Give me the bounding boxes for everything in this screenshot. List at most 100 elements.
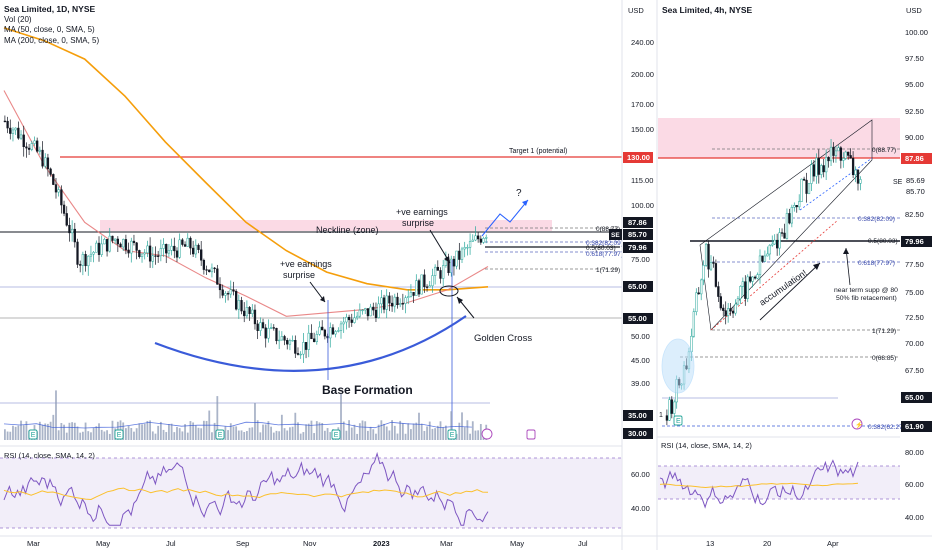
svg-text:2023: 2023 bbox=[373, 539, 390, 548]
candle-body bbox=[783, 232, 786, 239]
volume-bar bbox=[254, 403, 256, 440]
volume-bar bbox=[310, 420, 313, 440]
earnings-marker bbox=[447, 429, 457, 440]
candle-body bbox=[243, 310, 246, 317]
candle-body bbox=[849, 155, 852, 159]
right-price-badges: 87.86 85.69 85.70 79.96 65.00 61.90 bbox=[901, 153, 932, 432]
candle-body bbox=[186, 237, 189, 247]
candle-body bbox=[251, 309, 254, 314]
volume-bar bbox=[418, 412, 420, 440]
right-se: SE bbox=[893, 179, 903, 186]
svg-text:Apr: Apr bbox=[827, 539, 839, 548]
candle-body bbox=[417, 280, 421, 295]
volume-bar bbox=[14, 426, 17, 440]
svg-text:200.00: 200.00 bbox=[631, 70, 654, 79]
candle-body bbox=[224, 293, 227, 296]
candle-body bbox=[200, 249, 203, 261]
candle-body bbox=[229, 289, 232, 295]
candle-body bbox=[256, 323, 259, 331]
fib-levels-right: 0(88.77) 0.382(82.09) 0.5(80.03) 0.618(7… bbox=[662, 147, 905, 431]
volume-bar bbox=[407, 423, 410, 440]
candle-body bbox=[766, 253, 769, 257]
volume-bar bbox=[224, 426, 227, 440]
volume-bar bbox=[213, 422, 216, 440]
volume-bar bbox=[463, 427, 466, 440]
left-price-axis: USD 240.00 200.00 170.00 150.00 115.00 1… bbox=[628, 6, 654, 513]
candle-body bbox=[388, 295, 391, 304]
candle-body bbox=[154, 255, 157, 257]
volume-bar bbox=[353, 424, 356, 440]
volume-bar bbox=[55, 390, 57, 440]
volume-bar bbox=[25, 421, 28, 440]
volume-bar bbox=[135, 428, 138, 440]
candle-body bbox=[460, 248, 464, 260]
candle-body bbox=[261, 322, 265, 329]
candle-body bbox=[825, 157, 828, 173]
svg-text:Sep: Sep bbox=[236, 539, 249, 548]
fib-left-1: 1(71.29) bbox=[596, 267, 620, 274]
candle-body bbox=[468, 241, 472, 248]
candle-body bbox=[140, 253, 144, 257]
volume-bar bbox=[138, 423, 141, 440]
candle-body bbox=[364, 308, 367, 311]
candle-body bbox=[119, 243, 122, 248]
candle-body bbox=[127, 249, 130, 254]
volume-bar bbox=[243, 432, 246, 440]
svg-text:72.50: 72.50 bbox=[905, 313, 924, 322]
badge-55: 55.00 bbox=[628, 314, 647, 323]
volume-bar bbox=[436, 425, 439, 440]
candle-body bbox=[695, 292, 698, 312]
candle-body bbox=[474, 235, 477, 241]
svg-text:0.618(77.97): 0.618(77.97) bbox=[858, 260, 895, 267]
badge-se: SE bbox=[611, 232, 620, 239]
candle-body bbox=[36, 140, 39, 152]
base-formation-label: Base Formation bbox=[322, 383, 413, 397]
volume-bar bbox=[154, 433, 157, 440]
candle-body bbox=[312, 338, 316, 342]
volume-bar bbox=[469, 433, 471, 440]
candle-body bbox=[17, 127, 20, 139]
earnings-2-line1: +ve earnings bbox=[396, 207, 448, 217]
candle-body bbox=[189, 237, 192, 249]
candle-body bbox=[409, 292, 413, 297]
right-one: 1 bbox=[659, 412, 663, 419]
rsi-legend-right: RSI (14, close, SMA, 14, 2) bbox=[661, 441, 752, 450]
volume-bar bbox=[17, 425, 20, 440]
candle-body bbox=[191, 247, 195, 255]
svg-text:40.00: 40.00 bbox=[631, 504, 650, 513]
volume-bar bbox=[350, 427, 353, 440]
candle-body bbox=[431, 275, 434, 287]
volume-bar bbox=[168, 424, 170, 440]
candle-body bbox=[479, 238, 482, 243]
candle-body bbox=[778, 232, 781, 249]
candle-body bbox=[396, 296, 399, 306]
svg-text:85.69: 85.69 bbox=[906, 176, 925, 185]
candle-body bbox=[113, 238, 117, 241]
candle-body bbox=[318, 326, 321, 335]
base-formation-arc bbox=[154, 315, 467, 372]
volume-bar bbox=[65, 432, 68, 440]
candle-body bbox=[751, 276, 754, 282]
volume-bar bbox=[92, 427, 95, 440]
volume-bar bbox=[404, 433, 407, 440]
volume-left bbox=[4, 390, 488, 440]
left-legend-ma50: MA (50, close, 0, SMA, 5) bbox=[4, 25, 95, 34]
candle-body bbox=[854, 169, 857, 176]
candle-body bbox=[404, 297, 407, 304]
svg-text:79.96: 79.96 bbox=[905, 237, 924, 246]
candle-body bbox=[111, 235, 114, 241]
candle-body bbox=[68, 224, 71, 234]
volume-bar bbox=[4, 429, 6, 440]
volume-bar bbox=[87, 431, 90, 440]
candle-body bbox=[761, 255, 764, 262]
candle-body bbox=[146, 245, 149, 254]
candle-body bbox=[157, 255, 160, 257]
candle-body bbox=[122, 239, 125, 248]
candle-body bbox=[197, 244, 200, 250]
volume-bar bbox=[200, 428, 203, 440]
candle-body bbox=[159, 248, 163, 257]
earnings-marker-label: E bbox=[31, 432, 36, 439]
candle-body bbox=[181, 239, 184, 245]
volume-bar bbox=[111, 420, 114, 440]
